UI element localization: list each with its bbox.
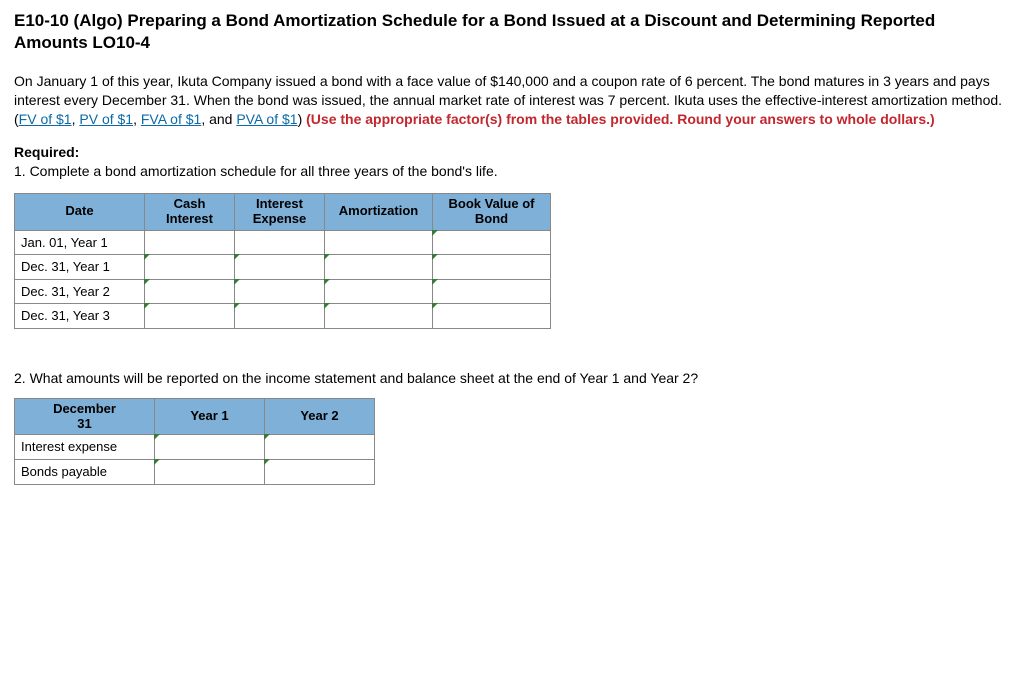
after-links: ): [298, 111, 307, 127]
input-cell[interactable]: [155, 435, 265, 460]
cell-handle-icon: [234, 254, 240, 260]
input-cell[interactable]: [325, 255, 433, 280]
requirement-1: 1. Complete a bond amortization schedule…: [14, 162, 1010, 181]
required-label: Required:: [14, 143, 1010, 162]
pv-link[interactable]: PV of $1: [79, 111, 133, 127]
input-cell[interactable]: [155, 460, 265, 485]
input-cell[interactable]: [265, 460, 375, 485]
table-row: Jan. 01, Year 1: [15, 230, 551, 255]
pva-link[interactable]: PVA of $1: [236, 111, 297, 127]
row-label: Dec. 31, Year 2: [15, 279, 145, 304]
sep: , and: [201, 111, 236, 127]
problem-paragraph: On January 1 of this year, Ikuta Company…: [14, 72, 1010, 129]
input-cell[interactable]: [433, 279, 551, 304]
amortization-table: DateCashInterestInterestExpenseAmortizat…: [14, 193, 551, 329]
requirement-2: 2. What amounts will be reported on the …: [14, 369, 1010, 388]
cell-handle-icon: [432, 230, 438, 236]
cell-handle-icon: [324, 303, 330, 309]
input-cell[interactable]: [145, 279, 235, 304]
exercise-title: E10-10 (Algo) Preparing a Bond Amortizat…: [14, 10, 1010, 54]
cell-handle-icon: [234, 303, 240, 309]
cell-handle-icon: [324, 254, 330, 260]
row-label: Interest expense: [15, 435, 155, 460]
cell-handle-icon: [324, 279, 330, 285]
column-header: CashInterest: [145, 193, 235, 230]
table-row: Dec. 31, Year 2: [15, 279, 551, 304]
reporting-table: December31Year 1Year 2 Interest expenseBo…: [14, 398, 375, 485]
input-cell: [235, 230, 325, 255]
input-cell[interactable]: [433, 304, 551, 329]
cell-handle-icon: [144, 254, 150, 260]
table-row: Bonds payable: [15, 460, 375, 485]
cell-handle-icon: [432, 303, 438, 309]
column-header: Book Value ofBond: [433, 193, 551, 230]
table-row: Dec. 31, Year 1: [15, 255, 551, 280]
column-header: InterestExpense: [235, 193, 325, 230]
cell-handle-icon: [432, 254, 438, 260]
input-cell[interactable]: [325, 304, 433, 329]
sep: ,: [133, 111, 141, 127]
input-cell[interactable]: [235, 279, 325, 304]
input-cell: [145, 230, 235, 255]
table-row: Dec. 31, Year 3: [15, 304, 551, 329]
red-instruction: (Use the appropriate factor(s) from the …: [306, 111, 935, 127]
cell-handle-icon: [264, 459, 270, 465]
row-label: Dec. 31, Year 3: [15, 304, 145, 329]
cell-handle-icon: [432, 279, 438, 285]
row-label: Bonds payable: [15, 460, 155, 485]
cell-handle-icon: [154, 434, 160, 440]
input-cell[interactable]: [433, 230, 551, 255]
column-header: Year 2: [265, 398, 375, 435]
input-cell[interactable]: [235, 304, 325, 329]
input-cell[interactable]: [325, 279, 433, 304]
input-cell[interactable]: [433, 255, 551, 280]
cell-handle-icon: [234, 279, 240, 285]
input-cell[interactable]: [235, 255, 325, 280]
input-cell: [325, 230, 433, 255]
table-row: Interest expense: [15, 435, 375, 460]
cell-handle-icon: [144, 303, 150, 309]
input-cell[interactable]: [145, 304, 235, 329]
column-header: Date: [15, 193, 145, 230]
cell-handle-icon: [264, 434, 270, 440]
row-label: Dec. 31, Year 1: [15, 255, 145, 280]
column-header: December31: [15, 398, 155, 435]
row-label: Jan. 01, Year 1: [15, 230, 145, 255]
column-header: Year 1: [155, 398, 265, 435]
input-cell[interactable]: [265, 435, 375, 460]
cell-handle-icon: [144, 279, 150, 285]
fv-link[interactable]: FV of $1: [19, 111, 72, 127]
fva-link[interactable]: FVA of $1: [141, 111, 201, 127]
cell-handle-icon: [154, 459, 160, 465]
input-cell[interactable]: [145, 255, 235, 280]
column-header: Amortization: [325, 193, 433, 230]
